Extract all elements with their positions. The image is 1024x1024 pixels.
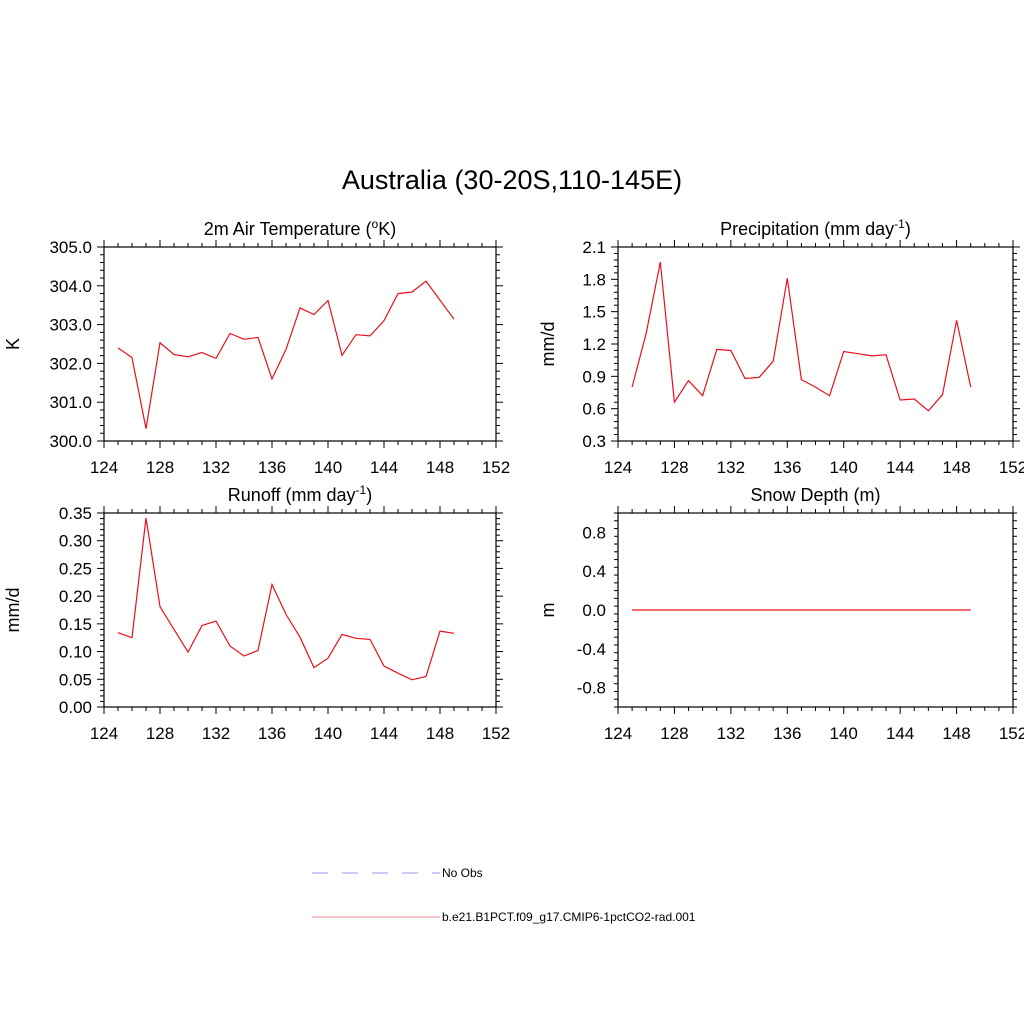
y-tick-label: 2.1 [582,238,606,257]
x-tick-label: 152 [482,458,510,477]
x-tick-label: 124 [90,458,118,477]
y-axis-label: K [3,338,23,350]
y-tick-label: 0.3 [582,432,606,451]
y-tick-label: 0.15 [59,615,92,634]
x-tick-label: 136 [773,458,801,477]
series-line [117,280,455,429]
y-axis-label: m [538,603,558,618]
y-tick-label: 0.25 [59,559,92,578]
y-tick-label: 0.20 [59,587,92,606]
y-axis-label: mm/d [538,322,558,367]
x-tick-label: 128 [660,458,688,477]
y-tick-label: 305.0 [49,238,92,257]
x-tick-label: 128 [146,458,174,477]
y-tick-label: -0.4 [577,640,606,659]
y-tick-label: -0.8 [577,679,606,698]
x-tick-label: 124 [604,724,632,743]
x-tick-label: 132 [717,724,745,743]
y-axis-label: mm/d [3,588,23,633]
panel-1: 2m Air Temperature (oK) K 124 128 132 136 140 1… [3,217,510,477]
x-tick-label: 152 [999,724,1024,743]
y-tick-label: 0.00 [59,698,92,717]
x-tick-label: 144 [886,724,914,743]
y-tick-label: 1.8 [582,270,606,289]
y-tick-label: 0.35 [59,504,92,523]
x-tick-label: 136 [258,458,286,477]
x-tick-label: 152 [999,458,1024,477]
x-tick-label: 144 [370,724,398,743]
y-tick-label: 0.30 [59,532,92,551]
x-tick-label: 132 [717,458,745,477]
y-tick-label: 0.6 [582,400,606,419]
x-tick-label: 148 [942,724,970,743]
x-tick-label: 140 [314,458,342,477]
x-tick-label: 132 [202,724,230,743]
x-tick-label: 128 [660,724,688,743]
panel-title: Precipitation (mm day-1) [720,217,911,239]
plot-frame [103,512,497,708]
x-tick-label: 136 [773,724,801,743]
y-tick-label: 0.05 [59,670,92,689]
y-tick-label: 304.0 [49,277,92,296]
x-tick-label: 140 [830,724,858,743]
y-tick-label: 300.0 [49,432,92,451]
panel-title: Runoff (mm day-1) [228,483,372,505]
y-tick-label: 0.8 [582,523,606,542]
x-tick-label: 148 [942,458,970,477]
legend-label: No Obs [442,866,483,880]
y-tick-label: 0.9 [582,367,606,386]
y-tick-label: 0.4 [582,562,606,581]
x-tick-label: 152 [482,724,510,743]
plot-frame [617,246,1014,442]
y-tick-label: 1.2 [582,335,606,354]
y-tick-label: 0.10 [59,643,92,662]
figure-title: Australia (30-20S,110-145E) [341,165,683,195]
x-tick-label: 148 [426,458,454,477]
x-tick-label: 124 [90,724,118,743]
x-tick-label: 140 [314,724,342,743]
panel-title: 2m Air Temperature (oK) [204,217,396,239]
panel-4: Snow Depth (m) m 124 128 132 136 140 144 148 152 -… [538,485,1024,743]
x-tick-label: 124 [604,458,632,477]
y-tick-label: 0.0 [582,601,606,620]
y-tick-label: 1.5 [582,303,606,322]
y-tick-label: 303.0 [49,316,92,335]
plot-frame [103,246,497,442]
panel-3: Runoff (mm day-1) mm/d 124 128 132 136 140 144 1… [3,483,510,743]
panel-title: Snow Depth (m) [750,485,880,505]
series-line [117,517,455,681]
x-tick-label: 140 [830,458,858,477]
x-tick-label: 144 [370,458,398,477]
y-tick-label: 301.0 [49,393,92,412]
panel-2: Precipitation (mm day-1) mm/d 124 128 132 136… [538,217,1024,477]
legend-label: b.e21.B1PCT.f09_g17.CMIP6-1pctCO2-rad.00… [442,910,696,924]
x-tick-label: 148 [426,724,454,743]
x-tick-label: 132 [202,458,230,477]
x-tick-label: 136 [258,724,286,743]
y-tick-label: 302.0 [49,354,92,373]
x-tick-label: 128 [146,724,174,743]
legend: No Obs b.e21.B1PCT.f09_g17.CMIP6-1pctCO2-… [312,866,696,924]
x-tick-label: 144 [886,458,914,477]
series-line [631,261,972,412]
